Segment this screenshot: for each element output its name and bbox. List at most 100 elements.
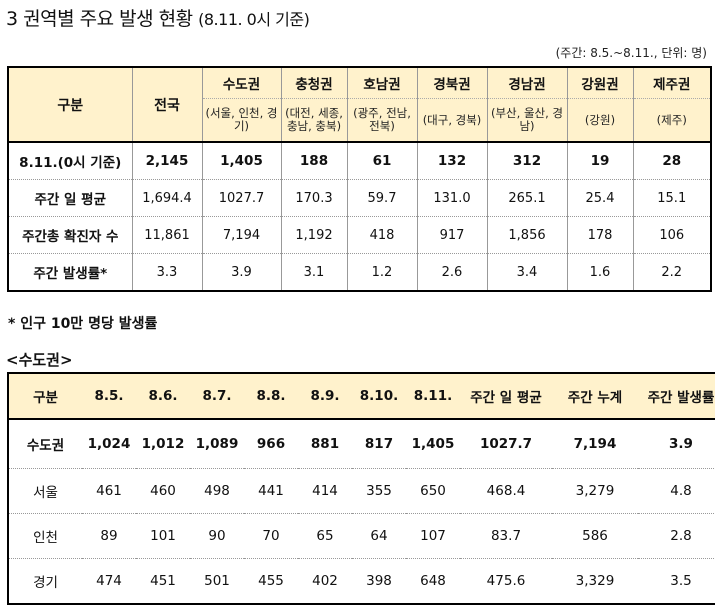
cell: 1,012	[136, 418, 190, 469]
region-name: 경북권	[416, 67, 487, 99]
cell: 1,024	[82, 418, 136, 469]
cell: 4.8	[638, 468, 715, 514]
page-title: 3 권역별 주요 발생 현황 (8.11. 0시 기준)	[6, 4, 310, 31]
cell: 25.4	[566, 179, 633, 217]
cell: 414	[298, 468, 352, 514]
unit-note: (주간: 8.5.~8.11., 단위: 명)	[555, 46, 707, 60]
cell: 468.4	[460, 468, 552, 514]
table1-total-header: 전국	[131, 67, 202, 143]
header-row: 구분 8.5. 8.6. 8.7. 8.8. 8.9. 8.10. 8.11. …	[8, 373, 715, 420]
cell: 131.0	[416, 179, 487, 217]
cell: 59.7	[346, 179, 417, 217]
cell: 1027.7	[460, 418, 552, 469]
region-name: 충청권	[280, 67, 347, 99]
region-name: 제주권	[632, 67, 711, 99]
cell: 90	[190, 513, 244, 559]
region-sub: (대구, 경북)	[416, 98, 487, 143]
cell: 265.1	[486, 179, 567, 217]
table1-corner: 구분	[7, 67, 132, 143]
cell: 1027.7	[201, 179, 281, 217]
column-header: 구분	[8, 373, 82, 420]
cell: 1,192	[280, 216, 347, 254]
table-row: 서울 461 460 498 441 414 355 650 468.4 3,2…	[8, 468, 715, 514]
regional-table: 구분 전국 수도권 충청권 호남권 경북권 경남권 강원권 제주권 (서울, 인…	[7, 66, 712, 292]
cell: 3.4	[486, 253, 567, 292]
region-name: 강원권	[566, 67, 633, 99]
cell: 3,329	[552, 558, 638, 605]
cell: 3,279	[552, 468, 638, 514]
row-label: 주간 발생률*	[7, 253, 132, 292]
cell: 수도권	[8, 418, 82, 469]
cell: 881	[298, 418, 352, 469]
cell: 1.2	[346, 253, 417, 292]
cell: 83.7	[460, 513, 552, 559]
cell: 인천	[8, 513, 82, 559]
cell: 경기	[8, 558, 82, 605]
column-header: 8.7.	[190, 373, 244, 420]
cell: 15.1	[632, 179, 711, 217]
cell: 7,194	[552, 418, 638, 469]
region-name: 경남권	[486, 67, 567, 99]
cell: 817	[352, 418, 406, 469]
column-header: 8.10.	[352, 373, 406, 420]
cell: 1,405	[406, 418, 460, 469]
table-row: 주간총 확진자 수 11,861 7,194 1,192 418 917 1,8…	[7, 216, 711, 254]
cell: 2.6	[416, 253, 487, 292]
cell: 3.1	[280, 253, 347, 292]
section-title: <수도권>	[6, 351, 73, 369]
cell: 418	[346, 216, 417, 254]
column-header: 주간 일 평균	[460, 373, 552, 420]
cell: 28	[632, 141, 711, 180]
cell: 461	[82, 468, 136, 514]
region-sub: (광주, 전남, 전북)	[346, 98, 417, 143]
cell: 312	[486, 141, 567, 180]
cell: 355	[352, 468, 406, 514]
table-row: 주간 일 평균 1,694.4 1027.7 170.3 59.7 131.0 …	[7, 179, 711, 217]
cell: 3.3	[131, 253, 202, 292]
cell: 650	[406, 468, 460, 514]
table-row: 인천 89 101 90 70 65 64 107 83.7 586 2.8	[8, 513, 715, 559]
capital-region-table: 구분 8.5. 8.6. 8.7. 8.8. 8.9. 8.10. 8.11. …	[7, 372, 715, 605]
title-date: (8.11. 0시 기준)	[198, 10, 310, 29]
cell: 65	[298, 513, 352, 559]
cell: 1,694.4	[131, 179, 202, 217]
cell: 2,145	[131, 141, 202, 180]
cell: 474	[82, 558, 136, 605]
column-header: 8.9.	[298, 373, 352, 420]
region-sub: (제주)	[632, 98, 711, 143]
cell: 178	[566, 216, 633, 254]
cell: 451	[136, 558, 190, 605]
region-name: 호남권	[346, 67, 417, 99]
column-header: 8.8.	[244, 373, 298, 420]
table-row: 경기 474 451 501 455 402 398 648 475.6 3,3…	[8, 558, 715, 605]
row-label: 주간총 확진자 수	[7, 216, 132, 254]
cell: 966	[244, 418, 298, 469]
column-header: 8.11.	[406, 373, 460, 420]
table-row: 수도권 1,024 1,012 1,089 966 881 817 1,405 …	[8, 418, 715, 469]
cell: 89	[82, 513, 136, 559]
region-sub: (대전, 세종, 충남, 충북)	[280, 98, 347, 143]
region-sub: (강원)	[566, 98, 633, 143]
cell: 2.2	[632, 253, 711, 292]
cell: 101	[136, 513, 190, 559]
cell: 1,405	[201, 141, 281, 180]
row-label: 8.11.(0시 기준)	[7, 141, 132, 180]
cell: 64	[352, 513, 406, 559]
column-header: 8.6.	[136, 373, 190, 420]
cell: 586	[552, 513, 638, 559]
table-row: 8.11.(0시 기준) 2,145 1,405 188 61 132 312 …	[7, 141, 711, 180]
cell: 498	[190, 468, 244, 514]
cell: 441	[244, 468, 298, 514]
cell: 70	[244, 513, 298, 559]
cell: 475.6	[460, 558, 552, 605]
cell: 460	[136, 468, 190, 514]
cell: 3.9	[201, 253, 281, 292]
cell: 2.8	[638, 513, 715, 559]
cell: 3.5	[638, 558, 715, 605]
column-header: 8.5.	[82, 373, 136, 420]
cell: 서울	[8, 468, 82, 514]
row-label: 주간 일 평균	[7, 179, 132, 217]
cell: 11,861	[131, 216, 202, 254]
cell: 7,194	[201, 216, 281, 254]
